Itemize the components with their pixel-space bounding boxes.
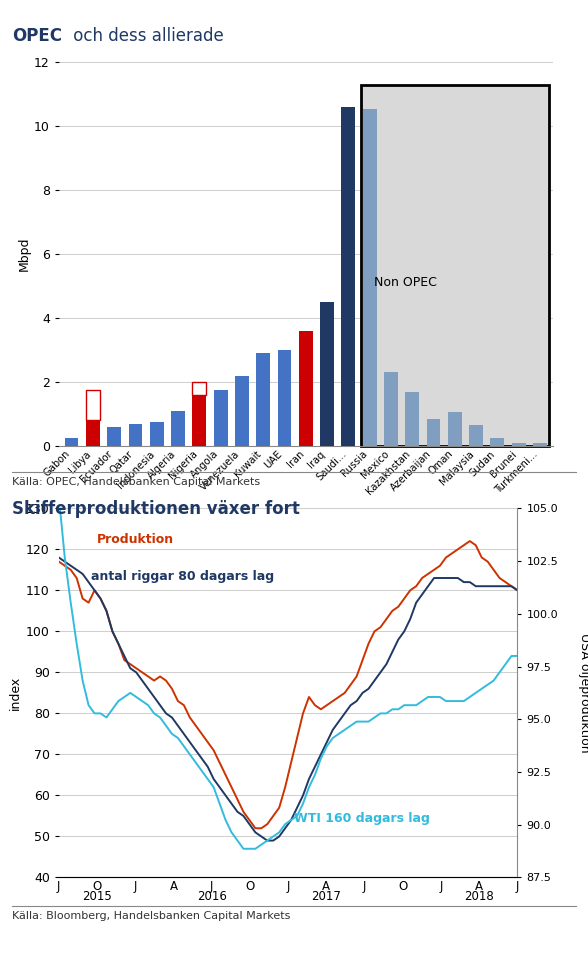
Bar bbox=[360, 84, 549, 446]
Bar bbox=[512, 443, 526, 446]
Y-axis label: index: index bbox=[9, 676, 22, 710]
Text: Non OPEC: Non OPEC bbox=[374, 276, 437, 289]
Bar bbox=[384, 372, 398, 446]
Text: Källa: Bloomberg, Handelsbanken Capital Markets: Källa: Bloomberg, Handelsbanken Capital … bbox=[12, 911, 290, 921]
Text: Produktion: Produktion bbox=[97, 533, 174, 546]
Text: antal riggar 80 dagars lag: antal riggar 80 dagars lag bbox=[91, 570, 274, 583]
Bar bbox=[278, 350, 292, 446]
Bar bbox=[533, 443, 547, 446]
Bar bbox=[150, 422, 163, 446]
Text: och dess allierade: och dess allierade bbox=[68, 27, 223, 45]
Y-axis label: Mbpd: Mbpd bbox=[18, 237, 31, 271]
Bar bbox=[129, 424, 142, 446]
Y-axis label: USA oljeproduktion: USA oljeproduktion bbox=[577, 633, 588, 753]
Text: 2016: 2016 bbox=[197, 890, 226, 902]
Text: 2015: 2015 bbox=[82, 890, 112, 902]
Text: 2018: 2018 bbox=[465, 890, 494, 902]
Bar bbox=[192, 395, 206, 446]
Text: OPEC: OPEC bbox=[12, 27, 62, 45]
Bar bbox=[448, 412, 462, 446]
Bar bbox=[363, 108, 376, 446]
Bar bbox=[256, 353, 270, 446]
Text: WTI 160 dagars lag: WTI 160 dagars lag bbox=[294, 812, 430, 825]
Bar bbox=[192, 382, 206, 395]
Bar bbox=[299, 331, 313, 446]
Bar bbox=[235, 376, 249, 446]
Text: Källa: OPEC, Handelsbanken Capital Markets: Källa: OPEC, Handelsbanken Capital Marke… bbox=[12, 477, 260, 486]
Bar bbox=[107, 427, 121, 446]
Bar bbox=[320, 302, 334, 446]
Bar bbox=[171, 410, 185, 446]
Bar bbox=[86, 420, 100, 446]
Bar bbox=[342, 107, 355, 446]
Bar bbox=[86, 390, 100, 420]
Bar bbox=[213, 390, 228, 446]
Bar bbox=[405, 391, 419, 446]
Text: 2017: 2017 bbox=[312, 890, 341, 902]
Text: Skifferproduktionen växer fort: Skifferproduktionen växer fort bbox=[12, 500, 300, 518]
Bar bbox=[65, 438, 78, 446]
Bar bbox=[426, 419, 440, 446]
Bar bbox=[469, 425, 483, 446]
Bar bbox=[490, 438, 505, 446]
